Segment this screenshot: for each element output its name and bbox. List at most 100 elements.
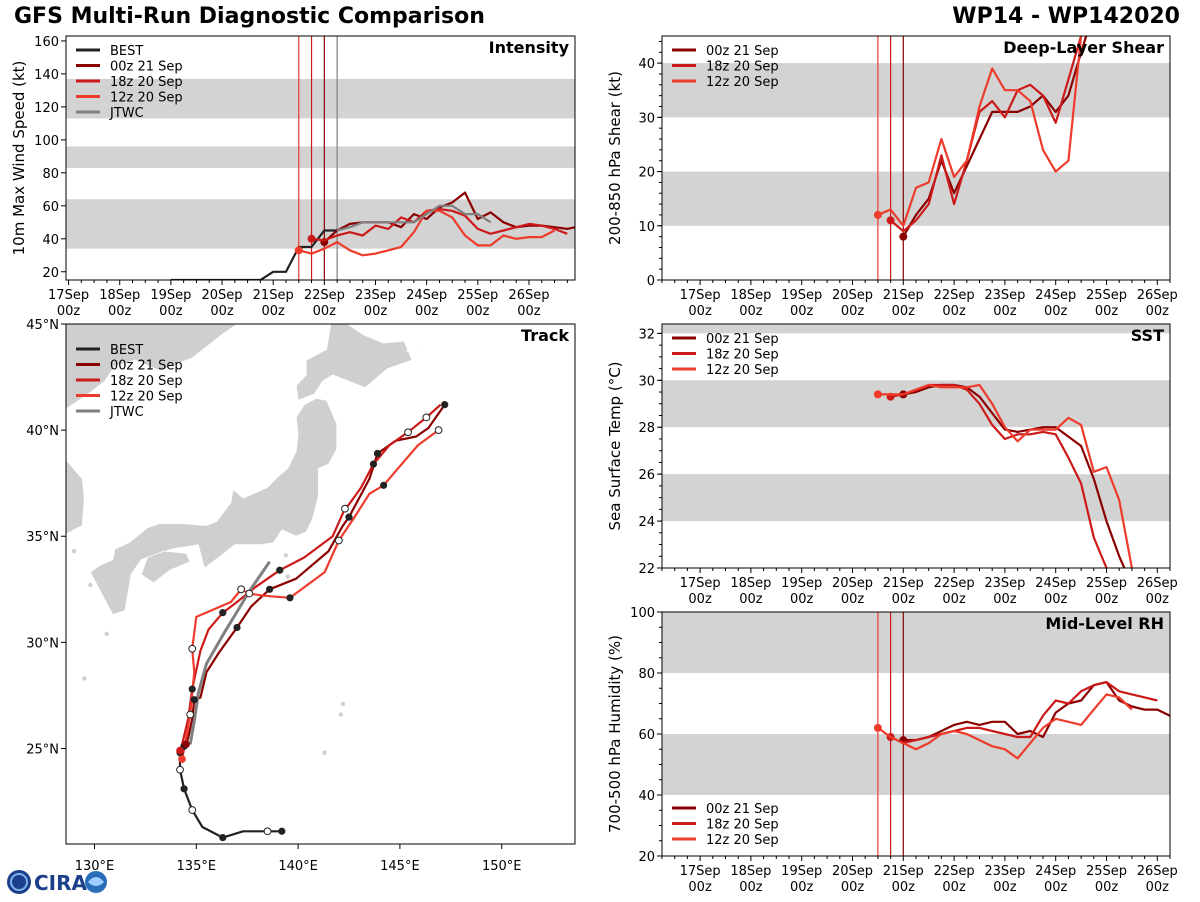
rh-series-18z-20-sep (890, 680, 1158, 745)
island (88, 582, 93, 588)
rh-xtick-sublabel: 00z (1146, 880, 1170, 895)
shear-panel: 01020304017Sep00z18Sep00z19Sep00z20Sep00… (606, 35, 1178, 319)
rh-ytick-label: 60 (638, 728, 655, 743)
rh-xtick-sublabel: 00z (841, 880, 865, 895)
track-line-jtwc (188, 560, 271, 745)
track-point-filled (276, 566, 284, 574)
sst-xtick-sublabel: 00z (688, 592, 712, 607)
intensity-xtick-label: 18Sep (99, 288, 140, 303)
track-legend-label: JTWC (109, 405, 144, 420)
rh-xtick-label: 20Sep (832, 864, 873, 879)
sst-ylabel: Sea Surface Temp (°C) (606, 361, 624, 530)
sst-band (662, 324, 1170, 334)
rh-ytick-label: 100 (630, 606, 655, 621)
track-point-open (188, 806, 197, 814)
sst-legend-label: 18z 20 Sep (706, 348, 779, 363)
rh-xtick-sublabel: 00z (892, 880, 916, 895)
intensity-legend-label: 18z 20 Sep (110, 75, 183, 90)
intensity-xtick-label: 25Sep (457, 288, 498, 303)
intensity-ytick-label: 40 (42, 233, 59, 248)
figure-title: GFS Multi-Run Diagnostic Comparison (14, 4, 485, 29)
shear-xtick-sublabel: 00z (1146, 304, 1170, 319)
intensity-xtick-label: 24Sep (406, 288, 447, 303)
rh-xtick-label: 22Sep (934, 864, 975, 879)
shear-plot-area (662, 36, 1170, 280)
rh-xtick-label: 17Sep (680, 864, 721, 879)
logo-text: CIRA (34, 871, 88, 895)
shear-series-12z-20-sep (877, 36, 1083, 227)
sst-xtick-sublabel: 00z (1095, 592, 1119, 607)
shear-xtick-label: 23Sep (984, 288, 1025, 303)
intensity-xtick-sublabel: 00z (261, 304, 285, 319)
sst-xtick-sublabel: 00z (942, 592, 966, 607)
intensity-band (66, 78, 575, 119)
sst-xtick-label: 25Sep (1086, 576, 1127, 591)
island (104, 631, 109, 637)
track-point-open (434, 426, 443, 435)
sst-xtick-sublabel: 00z (993, 592, 1017, 607)
track-map-area (66, 324, 575, 844)
intensity-legend-label: JTWC (109, 106, 144, 121)
intensity-ytick-label: 80 (42, 167, 59, 182)
intensity-xtick-sublabel: 00z (415, 304, 439, 319)
shear-band (662, 63, 1170, 118)
intensity-ytick-label: 120 (34, 101, 59, 116)
track-point-open (186, 710, 195, 719)
track-point-filled (266, 585, 274, 593)
sst-xtick-label: 21Sep (883, 576, 924, 591)
shear-legend-label: 12z 20 Sep (706, 75, 779, 90)
shear-ytick-label: 20 (638, 166, 655, 181)
shear-xtick-sublabel: 00z (1044, 304, 1068, 319)
intensity-series-best (170, 229, 338, 280)
island (285, 574, 291, 579)
rh-plot-area (662, 612, 1170, 856)
rh-ylabel: 700-500 hPa Humidity (%) (606, 635, 624, 833)
sst-ytick-label: 32 (638, 327, 655, 342)
rh-xtick-label: 21Sep (883, 864, 924, 879)
shear-band (662, 171, 1170, 226)
sst-band (662, 380, 1170, 428)
rh-ytick-label: 20 (638, 850, 655, 865)
intensity-ytick-label: 100 (34, 134, 59, 149)
track-init-point (182, 740, 190, 749)
track-ytick-label: 45°N (26, 318, 59, 333)
sst-series-12z-20-sep (877, 383, 1133, 568)
track-ytick-label: 25°N (26, 742, 59, 757)
track-point-open (263, 827, 272, 836)
track-point-filled (219, 834, 227, 842)
shear-xtick-label: 20Sep (832, 288, 873, 303)
sst-xtick-label: 23Sep (984, 576, 1025, 591)
rh-legend-label: 12z 20 Sep (706, 833, 779, 848)
rh-xtick-sublabel: 00z (688, 880, 712, 895)
rh-xtick-label: 24Sep (1035, 864, 1076, 879)
rh-series-12z-20-sep (877, 693, 1133, 760)
sst-ytick-label: 26 (638, 468, 655, 483)
cira-logo: CIRA (4, 866, 112, 898)
storm-id-title: WP14 - WP142020 (952, 4, 1180, 29)
sst-ytick-label: 22 (638, 562, 655, 577)
track-ytick-label: 30°N (26, 636, 59, 651)
sst-xtick-sublabel: 00z (739, 592, 763, 607)
rh-ytick-label: 40 (638, 789, 655, 804)
rh-ytick-label: 80 (638, 667, 655, 682)
rh-xtick-sublabel: 00z (1044, 880, 1068, 895)
sst-series-start-point (873, 390, 882, 399)
track-init-point (178, 755, 186, 763)
land-polygon (295, 324, 413, 401)
rh-panel: 2040608010017Sep00z18Sep00z19Sep00z20Sep… (606, 606, 1178, 895)
intensity-ytick-label: 160 (34, 35, 59, 50)
intensity-series-18z-20-sep (311, 208, 568, 242)
shear-xtick-label: 24Sep (1035, 288, 1076, 303)
island (340, 701, 346, 707)
intensity-legend-label: 12z 20 Sep (110, 91, 183, 106)
intensity-xtick-sublabel: 00z (313, 304, 337, 319)
intensity-xtick-label: 19Sep (150, 288, 191, 303)
intensity-ytick-label: 20 (42, 266, 59, 281)
shear-xtick-sublabel: 00z (993, 304, 1017, 319)
intensity-xtick-sublabel: 00z (466, 304, 490, 319)
rh-series-start-point (873, 723, 882, 732)
track-point-filled (190, 696, 198, 704)
shear-xtick-sublabel: 00z (841, 304, 865, 319)
sst-xtick-label: 17Sep (680, 576, 721, 591)
